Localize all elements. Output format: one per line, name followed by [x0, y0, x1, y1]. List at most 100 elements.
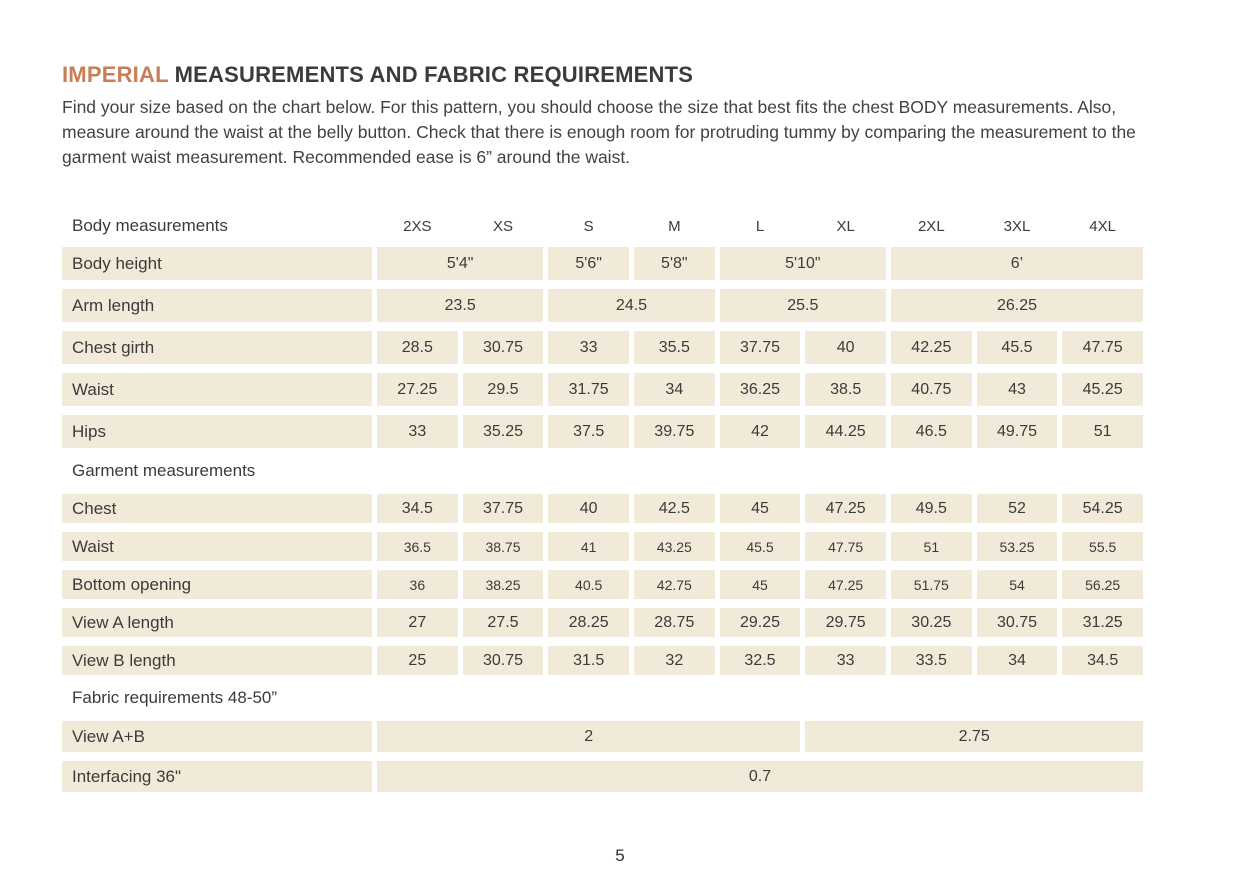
table-cell: 28.25: [548, 608, 629, 637]
table-cell: 46.5: [890, 415, 972, 448]
table-cell: 45.5: [719, 532, 801, 561]
table-cell: 47.75: [1062, 331, 1143, 364]
size-column-header: S: [583, 217, 594, 235]
table-cell: 38.5: [805, 373, 886, 406]
table-cell: 24.5: [548, 289, 715, 322]
table-cell: 42.5: [633, 494, 715, 523]
table-cell: 36.25: [719, 373, 801, 406]
table-cell: 2.75: [805, 721, 1143, 752]
table-cell: 31.75: [548, 373, 629, 406]
table-cell: 36.5: [377, 532, 458, 561]
table-cell: 40.75: [890, 373, 972, 406]
row-label: Waist: [62, 532, 372, 561]
page-number: 5: [615, 846, 625, 865]
table-cell: 26.25: [890, 289, 1143, 322]
size-column-header: 2XL: [917, 217, 945, 235]
table-cell: 23.5: [377, 289, 544, 322]
table-cell: 34: [976, 646, 1058, 675]
table-cell: 28.5: [377, 331, 458, 364]
section-heading: Garment measurements: [72, 461, 256, 480]
table-cell: 27.5: [462, 608, 544, 637]
table-cell: 35.5: [633, 331, 715, 364]
table-cell: 54.25: [1062, 494, 1143, 523]
table-cell: 45.5: [976, 331, 1058, 364]
table-cell: 37.75: [462, 494, 544, 523]
table-cell: 41: [548, 532, 629, 561]
table-cell: 2: [377, 721, 801, 752]
table-cell: 35.25: [462, 415, 544, 448]
row-label: Chest girth: [62, 331, 372, 364]
table-cell: 29.75: [805, 608, 886, 637]
table-cell: 33: [548, 331, 629, 364]
row-label: Arm length: [62, 289, 372, 322]
table-cell: 27: [377, 608, 458, 637]
table-cell: 37.5: [548, 415, 629, 448]
intro-paragraph: Find your size based on the chart below.…: [62, 97, 1136, 167]
table-cell: 43.25: [633, 532, 715, 561]
table-cell: 38.25: [462, 570, 544, 599]
table-cell: 5'8": [633, 247, 715, 280]
table-cell: 5'4": [377, 247, 544, 280]
table-cell: 51: [1062, 415, 1143, 448]
table-cell: 55.5: [1062, 532, 1143, 561]
size-table: Body measurements 2XS XS S M L XL 2XL 3XL 4XL Body…: [62, 214, 1143, 792]
title-accent-word: IMPERIAL: [62, 62, 169, 87]
table-cell: 43: [976, 373, 1058, 406]
table-cell: 32: [633, 646, 715, 675]
table-cell: 6’: [890, 247, 1143, 280]
table-cell: 32.5: [719, 646, 801, 675]
table-cell: 33.5: [890, 646, 972, 675]
size-column-header: 3XL: [1003, 217, 1031, 235]
table-cell: 31.5: [548, 646, 629, 675]
row-label: Chest: [62, 494, 372, 523]
table-cell: 36: [377, 570, 458, 599]
table-cell: 34.5: [1062, 646, 1143, 675]
table-cell: 39.75: [633, 415, 715, 448]
table-cell: 0.7: [377, 761, 1143, 792]
table-corner-label: Body measurements: [72, 216, 228, 235]
table-cell: 34.5: [377, 494, 458, 523]
table-cell: 31.25: [1062, 608, 1143, 637]
table-cell: 25.5: [719, 289, 886, 322]
size-column-header: 2XS: [403, 217, 432, 235]
table-cell: 42.25: [890, 331, 972, 364]
size-column-header: 4XL: [1089, 217, 1116, 235]
table-cell: 45: [719, 494, 801, 523]
title-text: MEASUREMENTS AND FABRIC REQUIREMENTS: [168, 62, 694, 87]
table-cell: 54: [976, 570, 1058, 599]
table-cell: 28.75: [633, 608, 715, 637]
row-label: View A+B: [62, 721, 372, 752]
table-cell: 30.25: [890, 608, 972, 637]
table-cell: 52: [976, 494, 1058, 523]
table-cell: 29.25: [719, 608, 801, 637]
page-title: IMPERIAL MEASUREMENTS AND FABRIC REQUIRE…: [62, 62, 1240, 88]
row-label: View A length: [62, 608, 372, 637]
row-label: Hips: [62, 415, 372, 448]
table-cell: 33: [805, 646, 886, 675]
table-cell: 49.75: [976, 415, 1058, 448]
table-cell: 37.75: [719, 331, 801, 364]
table-cell: 45: [719, 570, 801, 599]
table-cell: 53.25: [976, 532, 1058, 561]
row-label: Bottom opening: [62, 570, 372, 599]
row-label: Waist: [62, 373, 372, 406]
table-cell: 30.75: [462, 331, 544, 364]
table-cell: 47.25: [805, 570, 886, 599]
table-cell: 42.75: [633, 570, 715, 599]
row-label: View B length: [62, 646, 372, 675]
size-column-header: M: [668, 217, 681, 235]
table-cell: 30.75: [462, 646, 544, 675]
table-cell: 38.75: [462, 532, 544, 561]
size-column-header: XS: [492, 217, 513, 235]
table-cell: 47.25: [805, 494, 886, 523]
size-column-header: L: [755, 217, 765, 235]
section-heading: Fabric requirements 48-50”: [72, 688, 278, 707]
table-cell: 40: [805, 331, 886, 364]
table-cell: 51: [890, 532, 972, 561]
table-cell: 40: [548, 494, 629, 523]
table-cell: 5'10": [719, 247, 886, 280]
size-column-header: XL: [836, 217, 855, 235]
row-label: Body height: [62, 247, 372, 280]
table-cell: 27.25: [377, 373, 458, 406]
table-cell: 30.75: [976, 608, 1058, 637]
